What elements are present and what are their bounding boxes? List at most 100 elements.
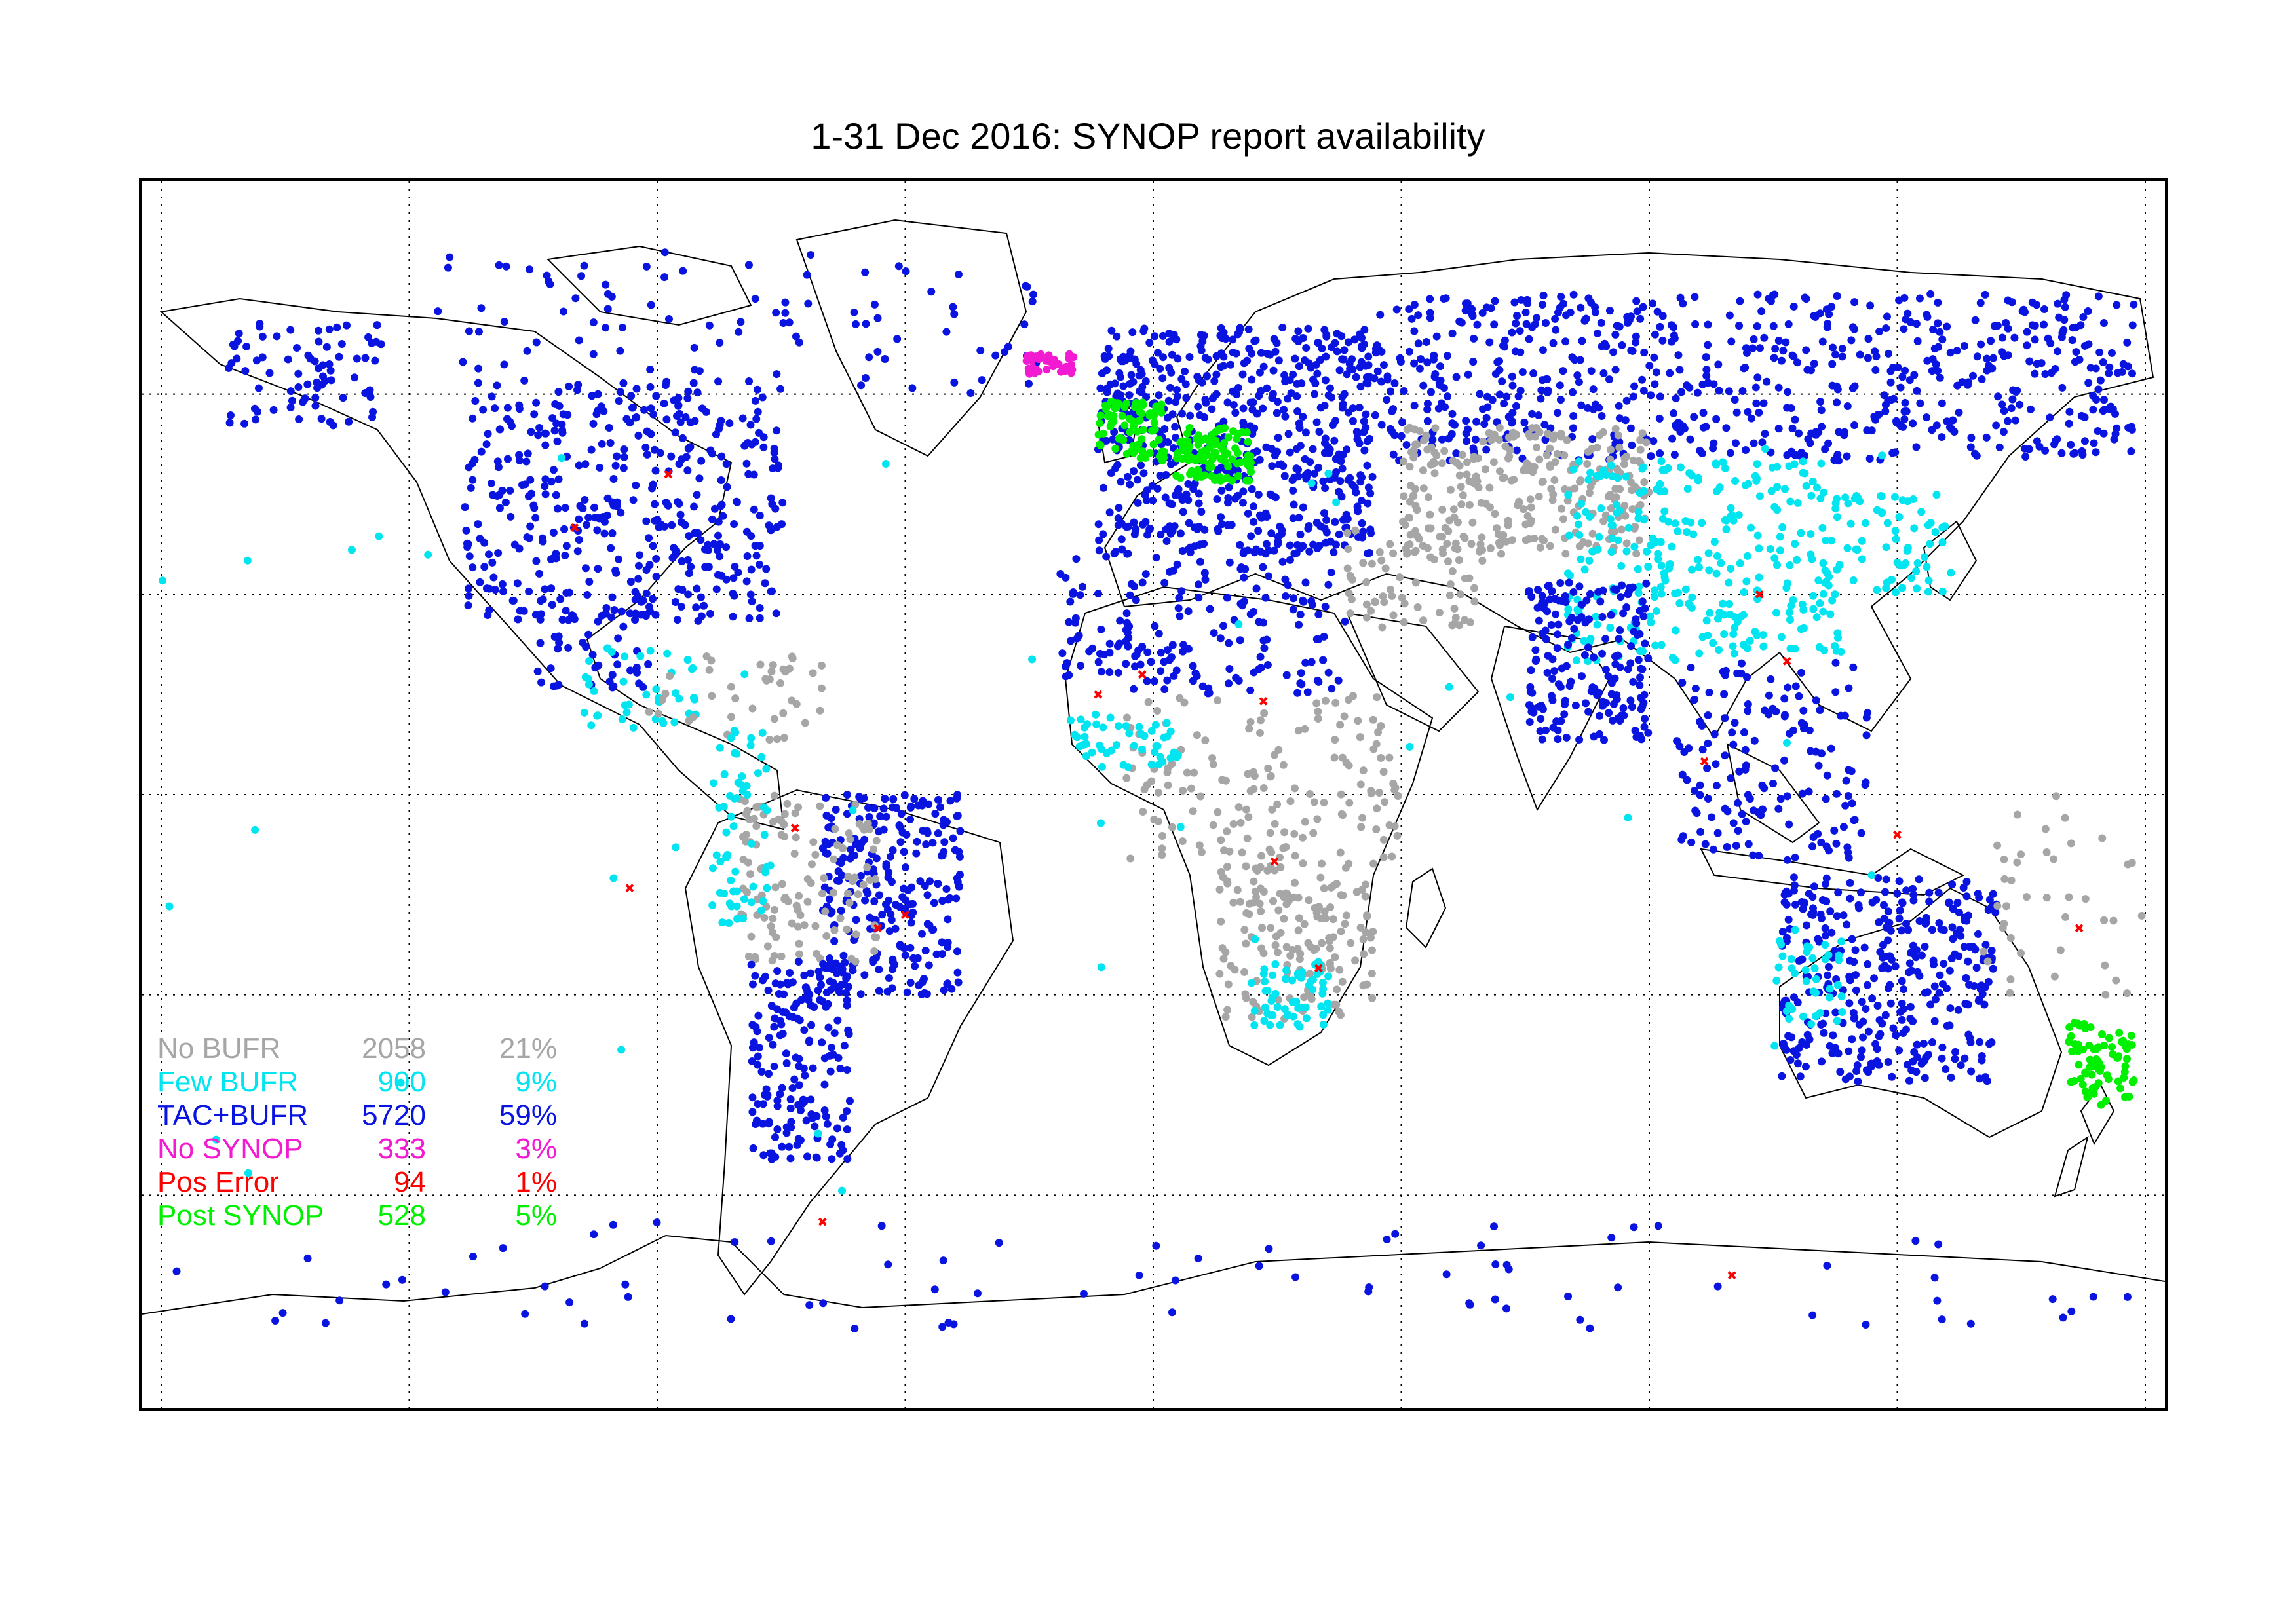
station-marker — [1547, 485, 1556, 493]
station-marker — [1151, 622, 1159, 630]
station-marker — [1448, 419, 1457, 428]
station-marker — [1158, 844, 1166, 853]
station-marker — [773, 1125, 782, 1134]
station-marker — [1712, 461, 1721, 469]
station-marker — [870, 915, 879, 924]
station-marker — [2023, 328, 2031, 336]
station-marker — [1331, 736, 1339, 744]
station-marker — [923, 891, 932, 899]
station-marker — [1071, 614, 1080, 622]
station-marker — [1066, 597, 1075, 606]
station-marker — [1660, 507, 1669, 516]
station-marker — [1407, 314, 1416, 323]
station-marker — [921, 947, 930, 955]
station-marker — [1387, 387, 1395, 396]
station-marker — [822, 932, 831, 940]
station-marker — [1485, 338, 1494, 347]
station-marker — [710, 779, 718, 787]
station-marker — [1525, 461, 1533, 470]
station-marker — [2078, 1046, 2087, 1054]
station-marker — [1809, 987, 1818, 996]
station-marker — [1694, 556, 1702, 564]
station-marker — [2125, 1092, 2133, 1101]
station-marker — [843, 889, 852, 897]
station-marker — [731, 728, 740, 737]
station-marker — [1585, 489, 1594, 497]
station-marker — [1081, 732, 1089, 741]
station-marker — [616, 347, 624, 355]
station-marker — [778, 499, 787, 507]
station-marker — [1280, 371, 1289, 379]
station-marker — [1924, 576, 1933, 585]
station-marker — [710, 540, 718, 548]
station-marker — [780, 833, 788, 841]
station-marker — [758, 728, 767, 737]
station-marker — [1071, 730, 1079, 739]
station-marker — [1938, 1054, 1946, 1063]
station-marker — [2086, 1023, 2095, 1032]
station-marker — [1584, 294, 1593, 303]
station-marker — [776, 385, 785, 393]
station-marker — [767, 667, 776, 675]
station-marker — [1404, 514, 1413, 522]
station-marker — [539, 534, 547, 542]
station-marker — [1806, 439, 1814, 447]
station-marker — [843, 925, 851, 934]
station-marker — [1938, 587, 1947, 595]
station-marker — [1618, 581, 1626, 590]
station-marker — [1767, 675, 1775, 683]
station-marker — [1617, 561, 1626, 570]
station-marker — [836, 914, 845, 922]
station-marker — [1117, 535, 1126, 544]
station-marker — [1320, 509, 1328, 518]
station-marker — [823, 1120, 832, 1128]
station-marker — [1361, 892, 1369, 901]
station-marker — [1928, 926, 1936, 934]
station-marker — [1273, 398, 1282, 406]
station-marker — [1088, 644, 1097, 652]
station-marker — [2026, 405, 2035, 413]
station-marker — [761, 868, 770, 877]
station-marker — [1582, 699, 1590, 708]
station-marker — [898, 893, 907, 901]
station-marker — [740, 442, 749, 450]
station-marker — [1253, 447, 1261, 456]
station-marker — [1364, 361, 1373, 369]
station-marker — [1126, 480, 1134, 489]
station-marker — [1636, 630, 1644, 638]
station-marker — [900, 791, 909, 799]
station-marker — [1954, 1006, 1962, 1014]
station-marker — [1372, 825, 1381, 834]
station-marker — [1139, 808, 1147, 816]
station-marker — [1630, 628, 1638, 636]
station-marker — [641, 443, 650, 451]
station-marker — [746, 870, 755, 878]
station-marker — [1602, 470, 1611, 479]
station-marker — [1069, 590, 1077, 598]
station-marker — [1909, 495, 1917, 504]
station-marker — [1789, 726, 1798, 734]
station-marker — [772, 609, 780, 618]
station-marker — [1143, 677, 1151, 685]
station-marker — [1888, 1072, 1896, 1081]
station-marker — [829, 979, 837, 987]
station-marker — [589, 419, 598, 428]
station-marker — [1479, 438, 1487, 446]
station-marker — [851, 852, 859, 860]
station-marker — [1505, 452, 1514, 461]
station-marker — [1784, 320, 1793, 328]
station-marker — [1696, 827, 1705, 836]
station-marker — [697, 536, 705, 544]
station-marker — [1440, 447, 1449, 455]
station-marker — [1580, 651, 1589, 659]
station-marker — [1229, 401, 1238, 409]
station-marker — [1202, 371, 1211, 380]
station-marker — [1139, 425, 1147, 434]
station-marker — [581, 564, 590, 573]
station-marker — [752, 822, 761, 831]
station-marker — [1658, 336, 1667, 345]
station-marker — [549, 529, 558, 537]
station-marker — [368, 413, 377, 421]
station-marker — [1591, 308, 1599, 316]
station-marker — [1314, 463, 1323, 472]
